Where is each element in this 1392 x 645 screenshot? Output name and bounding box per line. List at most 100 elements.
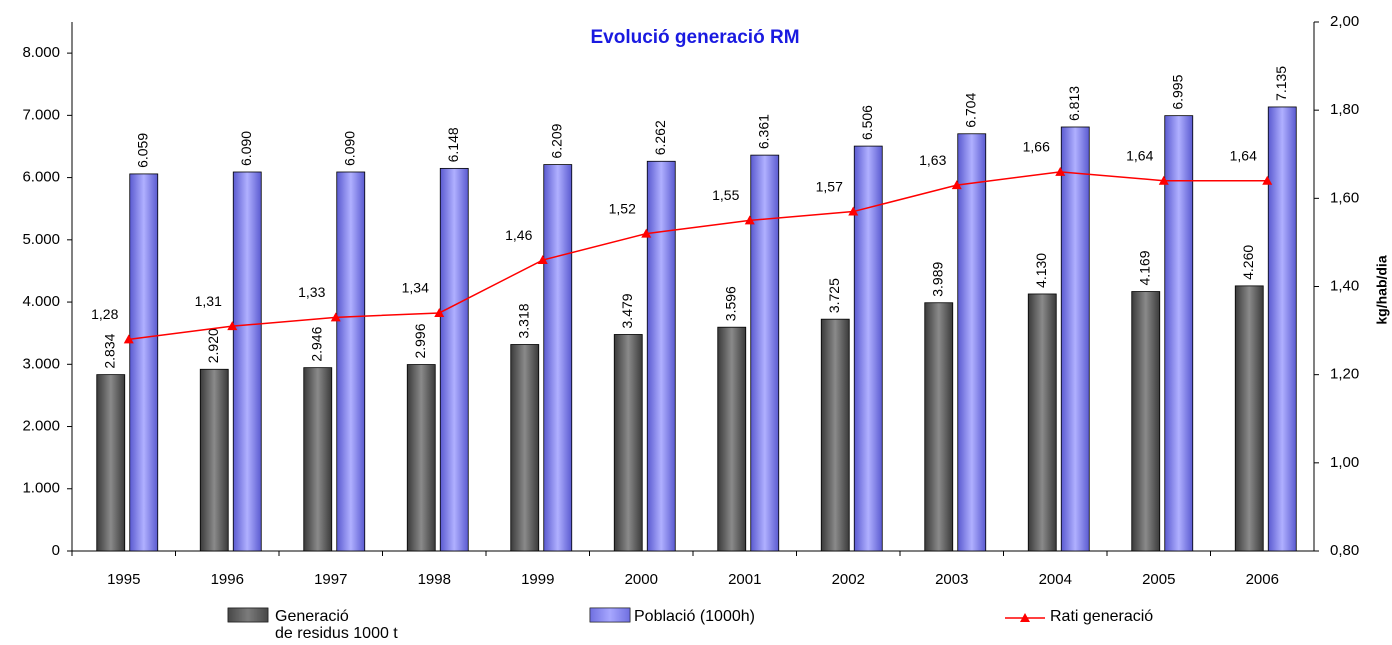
marker (641, 228, 652, 238)
data-label: 2.834 (101, 333, 117, 368)
legend-label: Generació de residus 1000 t (275, 608, 398, 642)
bar (853, 145, 883, 552)
data-label: 6.506 (859, 105, 875, 140)
legend-swatch (227, 607, 269, 623)
data-label: 6.704 (962, 93, 978, 128)
legend-swatch-fill (590, 608, 630, 622)
bar (439, 167, 469, 552)
bar (303, 367, 333, 552)
y2-tick-label: 0,80 (1330, 542, 1359, 559)
y2-axis-label: kg/hab/dia (1374, 255, 1390, 324)
data-label: 4.169 (1136, 250, 1152, 285)
line (128, 171, 1268, 341)
bar (406, 364, 436, 552)
y-tick-label: 8.000 (22, 44, 60, 61)
data-label: 6.995 (1169, 74, 1185, 109)
bar (613, 334, 643, 552)
legend-swatch-fill (228, 608, 268, 622)
y-tick-label: 0 (52, 542, 60, 559)
data-label: 3.318 (515, 303, 531, 338)
data-label: 6.090 (341, 131, 357, 166)
y-tick-label: 1.000 (22, 480, 60, 497)
data-label: 2.996 (412, 323, 428, 358)
y2-tick-label: 1,40 (1330, 277, 1359, 294)
data-label: 3.596 (722, 286, 738, 321)
bar (1027, 293, 1057, 552)
data-label: 1,64 (1126, 147, 1153, 163)
x-tick-label: 2000 (625, 571, 658, 588)
data-label: 3.479 (619, 293, 635, 328)
bar (336, 171, 366, 552)
y2-tick-label: 1,20 (1330, 366, 1359, 383)
data-label: 1,63 (919, 152, 946, 168)
bar (924, 302, 954, 552)
data-label: 1,33 (298, 284, 325, 300)
x-tick-label: 1999 (521, 571, 554, 588)
marker (951, 180, 962, 190)
x-tick-label: 2002 (832, 571, 865, 588)
bar (957, 133, 987, 552)
marker (123, 334, 134, 344)
y2-tick-label: 1,00 (1330, 454, 1359, 471)
data-label: 3.989 (929, 261, 945, 296)
data-label: 2.946 (308, 326, 324, 361)
y-tick-label: 7.000 (22, 106, 60, 123)
data-label: 6.148 (445, 127, 461, 162)
legend-label: Població (1000h) (634, 608, 755, 625)
marker (848, 206, 859, 216)
x-tick-label: 2001 (728, 571, 761, 588)
marker (227, 321, 238, 331)
marker (744, 215, 755, 225)
data-label: 2.920 (205, 328, 221, 363)
y2-tick-label: 1,60 (1330, 189, 1359, 206)
marker (434, 307, 445, 317)
chart-title: Evolució generació RM (590, 27, 799, 48)
y-tick-label: 5.000 (22, 231, 60, 248)
bar (199, 368, 229, 552)
data-label: 4.130 (1033, 253, 1049, 288)
x-tick-label: 1995 (107, 571, 140, 588)
data-label: 1,64 (1230, 147, 1257, 163)
bar (129, 173, 159, 552)
bar (510, 344, 540, 552)
y2-tick-label: 2,00 (1330, 13, 1359, 30)
data-label: 6.090 (238, 131, 254, 166)
bar (232, 171, 262, 552)
data-label: 1,66 (1023, 139, 1050, 155)
data-label: 6.209 (548, 123, 564, 158)
y-tick-label: 4.000 (22, 293, 60, 310)
marker (330, 312, 341, 322)
legend-label: Rati generació (1050, 608, 1154, 625)
x-tick-label: 2004 (1039, 571, 1072, 588)
data-label: 6.361 (755, 114, 771, 149)
x-tick-label: 1997 (314, 571, 347, 588)
bar (96, 374, 126, 552)
data-label: 1,28 (91, 306, 118, 322)
bar (646, 160, 676, 552)
marker (1262, 175, 1273, 185)
y-tick-label: 3.000 (22, 355, 60, 372)
legend-swatch (589, 607, 631, 623)
x-tick-label: 2005 (1142, 571, 1175, 588)
data-label: 1,52 (609, 200, 636, 216)
bar (820, 318, 850, 552)
bar (1234, 285, 1264, 552)
bar (717, 326, 747, 552)
x-tick-label: 1996 (211, 571, 244, 588)
data-label: 1,31 (195, 293, 222, 309)
data-label: 3.725 (826, 278, 842, 313)
y-tick-label: 2.000 (22, 417, 60, 434)
bar (750, 154, 780, 552)
data-label: 1,46 (505, 227, 532, 243)
marker (1158, 175, 1169, 185)
y-tick-label: 6.000 (22, 169, 60, 186)
data-label: 1,55 (712, 187, 739, 203)
y2-tick-label: 1,80 (1330, 101, 1359, 118)
marker (537, 255, 548, 265)
data-label: 6.059 (134, 133, 150, 168)
bar (543, 164, 573, 552)
data-label: 1,34 (402, 280, 429, 296)
bar (1164, 115, 1194, 552)
bar (1060, 126, 1090, 552)
